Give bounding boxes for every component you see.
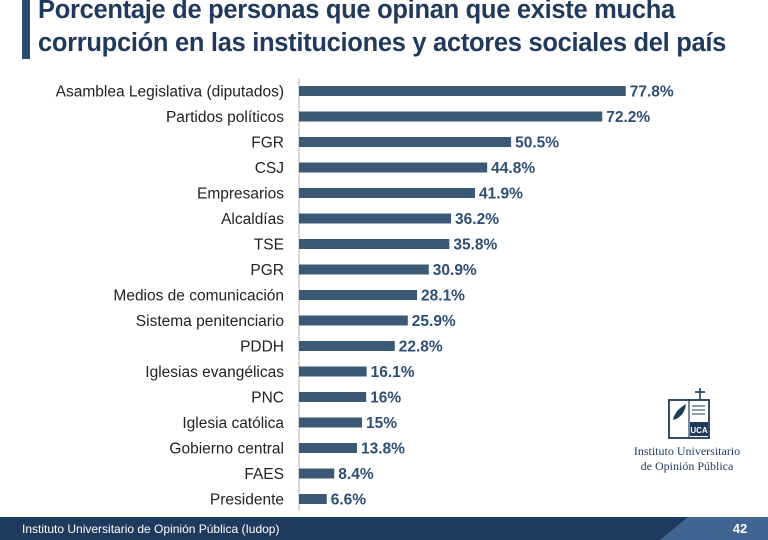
bar: [299, 443, 357, 453]
category-label: Partidos políticos: [166, 109, 284, 126]
category-label: Presidente: [210, 492, 284, 509]
category-label: FGR: [251, 135, 284, 152]
bar: [299, 494, 327, 504]
bar: [299, 86, 626, 96]
data-label: 28.1%: [421, 288, 465, 305]
logo-text: Instituto Universitario de Opinión Públi…: [624, 444, 750, 474]
bar: [299, 468, 335, 479]
footer-source: Instituto Universitario de Opinión Públi…: [22, 522, 280, 536]
data-label: 77.8%: [630, 84, 674, 101]
bar: [299, 341, 395, 351]
logo-line-1: Instituto Universitario: [633, 444, 741, 458]
data-label: 35.8%: [453, 237, 497, 254]
data-label: 41.9%: [479, 186, 523, 203]
logo-line-2: de Opinión Pública: [640, 459, 734, 473]
bar: [299, 290, 418, 300]
category-label: FAES: [244, 466, 284, 483]
bar: [299, 264, 429, 275]
category-label: Medios de comunicación: [113, 288, 284, 305]
bar: [299, 239, 450, 249]
data-label: 8.4%: [338, 466, 374, 483]
category-label: PDDH: [240, 339, 284, 356]
bar: [299, 188, 475, 198]
data-label: 36.2%: [455, 211, 499, 228]
data-label: 25.9%: [412, 313, 456, 330]
bar: [299, 315, 408, 326]
category-label: PNC: [251, 390, 284, 407]
data-label: 15%: [366, 415, 397, 432]
data-label: 44.8%: [491, 160, 535, 177]
bar: [299, 213, 452, 224]
category-label: Iglesias evangélicas: [145, 364, 284, 381]
category-label: Sistema penitenciario: [136, 313, 284, 330]
category-label: Asamblea Legislativa (diputados): [56, 84, 284, 101]
data-label: 30.9%: [433, 262, 477, 279]
iudop-emblem-icon: UCA: [668, 388, 710, 439]
bar: [299, 392, 367, 402]
bar-chart: Asamblea Legislativa (diputados) 77.8% Par…: [56, 79, 674, 511]
data-label: 13.8%: [361, 441, 405, 458]
chart-title-line-2: corrupción en las instituciones y actore…: [38, 29, 727, 57]
data-label: 16.1%: [371, 364, 415, 381]
data-label: 50.5%: [515, 135, 559, 152]
category-label: TSE: [254, 237, 284, 254]
category-label: Alcaldías: [221, 211, 284, 228]
data-label: 22.8%: [399, 339, 443, 356]
category-label: PGR: [250, 262, 284, 279]
footer-accent: [660, 517, 768, 540]
category-label: Gobierno central: [169, 441, 284, 458]
category-label: CSJ: [255, 160, 284, 177]
category-label: Empresarios: [197, 186, 284, 203]
bar: [299, 366, 367, 377]
iudop-logo: UCA Instituto Universitario de Opinión P…: [624, 386, 750, 478]
chart-title: Porcentaje de personas que opinan que ex…: [38, 0, 763, 60]
chart-title-line-1: Porcentaje de personas que opinan que ex…: [38, 0, 675, 24]
bar: [299, 162, 488, 173]
logo-mark-text: UCA: [690, 426, 708, 435]
data-label: 6.6%: [331, 492, 367, 509]
data-label: 72.2%: [606, 109, 650, 126]
page-number: 42: [732, 521, 748, 536]
bar: [299, 111, 603, 122]
bar: [299, 137, 512, 147]
data-label: 16%: [370, 390, 401, 407]
title-accent-bar: [22, 0, 30, 59]
bar: [299, 417, 362, 428]
footer-bar: [0, 517, 768, 540]
category-label: Iglesia católica: [182, 415, 284, 432]
